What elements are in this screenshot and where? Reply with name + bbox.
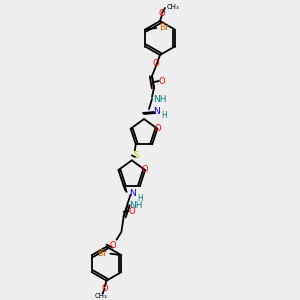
Text: H: H (161, 112, 167, 121)
Text: O: O (153, 59, 159, 68)
Text: O: O (142, 166, 148, 175)
Text: O: O (101, 284, 108, 293)
Text: CH₃: CH₃ (167, 4, 180, 10)
Text: O: O (154, 124, 160, 133)
Text: O: O (159, 76, 165, 85)
Text: H: H (138, 194, 143, 203)
Text: NH: NH (129, 201, 142, 210)
Text: S: S (133, 151, 139, 160)
Text: O: O (109, 241, 116, 250)
Text: Br: Br (98, 249, 107, 258)
Text: O: O (159, 8, 165, 17)
Text: O: O (128, 206, 135, 215)
Text: Br: Br (159, 23, 169, 32)
Text: N: N (153, 106, 159, 116)
Text: CH₃: CH₃ (94, 293, 107, 299)
Text: N: N (129, 189, 136, 198)
Text: NH: NH (153, 94, 167, 103)
